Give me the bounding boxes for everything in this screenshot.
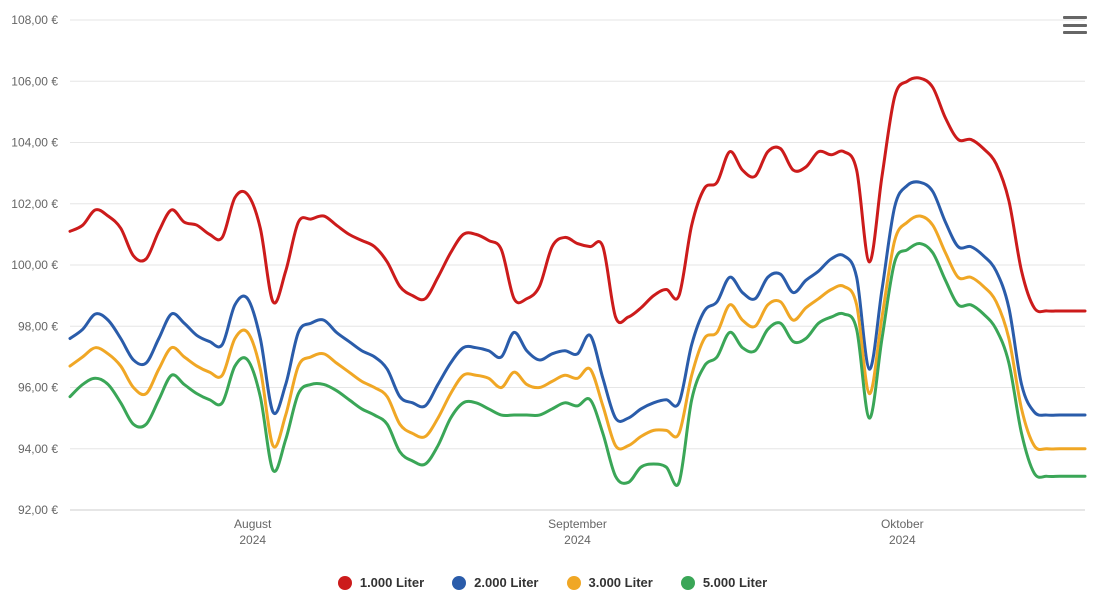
y-tick-label: 100,00 € [11, 258, 58, 272]
y-tick-label: 92,00 € [18, 503, 58, 517]
legend-swatch [452, 576, 466, 590]
y-tick-label: 102,00 € [11, 197, 58, 211]
legend-item[interactable]: 3.000 Liter [567, 575, 653, 590]
y-tick-label: 106,00 € [11, 74, 58, 88]
legend-label: 3.000 Liter [589, 575, 653, 590]
legend: 1.000 Liter 2.000 Liter 3.000 Liter 5.000 L… [0, 575, 1105, 590]
chart-canvas: 92,00 € 94,00 € 96,00 € 98,00 € 100,00 € 102,… [0, 0, 1105, 602]
series-line [70, 182, 1085, 422]
legend-item[interactable]: 2.000 Liter [452, 575, 538, 590]
y-tick-label: 104,00 € [11, 136, 58, 150]
chart-menu-button[interactable] [1063, 14, 1087, 36]
legend-label: 1.000 Liter [360, 575, 424, 590]
legend-item[interactable]: 1.000 Liter [338, 575, 424, 590]
legend-label: 2.000 Liter [474, 575, 538, 590]
x-tick-sublabel: 2024 [889, 533, 916, 547]
x-tick-sublabel: 2024 [564, 533, 591, 547]
series-line [70, 78, 1085, 323]
legend-item[interactable]: 5.000 Liter [681, 575, 767, 590]
y-tick-label: 98,00 € [18, 319, 58, 333]
legend-label: 5.000 Liter [703, 575, 767, 590]
y-tick-label: 96,00 € [18, 381, 58, 395]
price-chart: 92,00 € 94,00 € 96,00 € 98,00 € 100,00 € 102,… [0, 0, 1105, 602]
x-tick-label: Oktober [881, 517, 924, 531]
legend-swatch [338, 576, 352, 590]
x-tick-label: September [548, 517, 607, 531]
y-tick-label: 94,00 € [18, 442, 58, 456]
legend-swatch [567, 576, 581, 590]
hamburger-icon [1063, 16, 1087, 19]
legend-swatch [681, 576, 695, 590]
x-tick-sublabel: 2024 [239, 533, 266, 547]
x-tick-label: August [234, 517, 272, 531]
y-tick-label: 108,00 € [11, 13, 58, 27]
